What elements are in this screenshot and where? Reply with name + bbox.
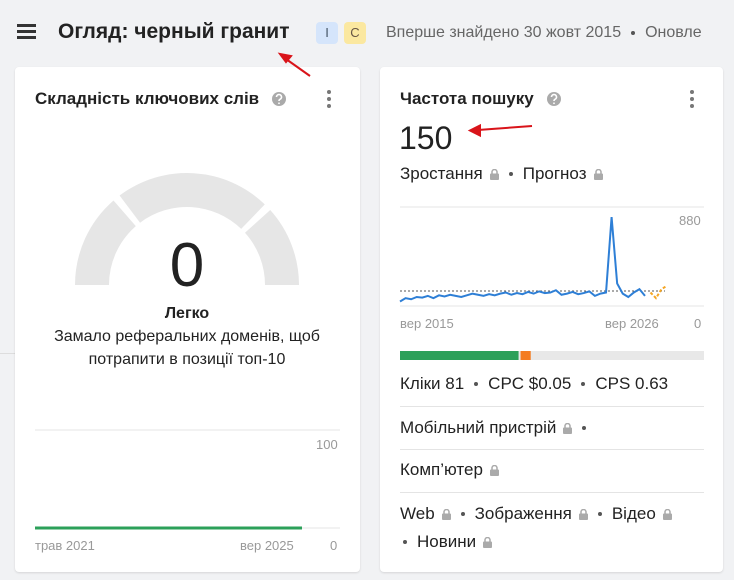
forecast-line: [649, 284, 668, 300]
lock-icon: [441, 508, 451, 520]
bullet: [460, 512, 465, 516]
metric: CPC $0.05: [488, 374, 572, 393]
card-title: Частота пошуку: [400, 89, 534, 108]
gauge: [75, 173, 299, 285]
trend-line: [399, 217, 646, 303]
x-label: трав 2021: [35, 538, 95, 553]
meta-row: Вперше знайдено 30 жовт 2015 Оновле: [386, 24, 702, 42]
arrow: [467, 123, 533, 138]
difficulty-score: 0: [169, 231, 205, 300]
y-tick-label: 0: [330, 538, 338, 553]
y-tick-label: 880: [679, 213, 701, 228]
growth: Зростання: [400, 164, 483, 183]
gauge-segment: [75, 200, 136, 285]
updated: Оновле: [645, 24, 702, 41]
difficulty-card: [15, 67, 360, 572]
x-label: вер 2015: [400, 316, 454, 331]
lock-icon: [662, 508, 672, 520]
y-tick-label: 0: [694, 316, 702, 331]
lock-icon: [593, 168, 603, 180]
more-menu[interactable]: [327, 90, 331, 108]
bullet: [508, 172, 513, 176]
description: потрапити в позиції топ-10: [88, 351, 286, 368]
lock-icon: [563, 422, 573, 434]
bar-segment: [520, 351, 531, 360]
metric: CPS 0.63: [595, 374, 669, 393]
metric: Кліки 81: [400, 374, 465, 393]
device-row: Мобільний пристрій: [400, 418, 589, 438]
description: Замало реферальних доменів, щоб: [54, 328, 320, 345]
divider: [400, 492, 704, 493]
serp-feature: Новини: [417, 532, 477, 551]
card-title: Складність ключових слів: [35, 89, 260, 108]
arrow: [277, 52, 311, 77]
serp-feature: Відео: [611, 504, 656, 523]
bar-track: [400, 351, 704, 360]
intent-badge[interactable]: I: [316, 22, 338, 44]
growth-row: Зростання Прогноз: [400, 164, 603, 184]
divider: [400, 449, 704, 450]
serp-feature: Зображення: [474, 504, 572, 523]
page-title: Огляд: черный гранит: [58, 20, 290, 43]
device-row: Комп’ютер: [400, 460, 499, 480]
volume-value: 150: [399, 120, 453, 156]
serp-feature: Web: [400, 504, 435, 523]
bullet: [403, 540, 407, 544]
device: Мобільний пристрій: [400, 418, 557, 437]
bullet: [597, 512, 602, 516]
menu-icon[interactable]: [17, 24, 37, 40]
difficulty-level: Легко: [164, 305, 210, 322]
gauge-segment: [119, 173, 265, 229]
lock-icon: [489, 464, 499, 476]
x-label: вер 2025: [240, 538, 294, 553]
forecast: Прогноз: [522, 164, 587, 183]
divider: [400, 406, 704, 407]
intent-badge[interactable]: C: [344, 22, 366, 44]
help-icon[interactable]: [547, 92, 561, 106]
bg-line: [0, 353, 15, 354]
first-seen: Вперше знайдено 30 жовт 2015: [386, 24, 622, 41]
bar-segment: [400, 351, 519, 360]
y-tick-label: 100: [316, 437, 338, 452]
bullet: [474, 382, 479, 386]
serp-row: Новини: [400, 532, 493, 552]
x-label: вер 2026: [605, 316, 659, 331]
help-icon[interactable]: [272, 92, 286, 106]
volume-card: [380, 67, 723, 572]
lock-icon: [578, 508, 588, 520]
metrics-row: Кліки 81 CPC $0.05 CPS 0.63: [400, 374, 668, 394]
bullet: [582, 426, 587, 430]
lock-icon: [483, 536, 493, 548]
lock-icon: [489, 168, 499, 180]
more-menu[interactable]: [690, 90, 694, 108]
bullet: [631, 31, 636, 35]
serp-row: Web Зображення Відео: [400, 504, 672, 524]
gauge-segment: [244, 210, 299, 285]
device: Комп’ютер: [400, 460, 483, 479]
bullet: [581, 382, 586, 386]
